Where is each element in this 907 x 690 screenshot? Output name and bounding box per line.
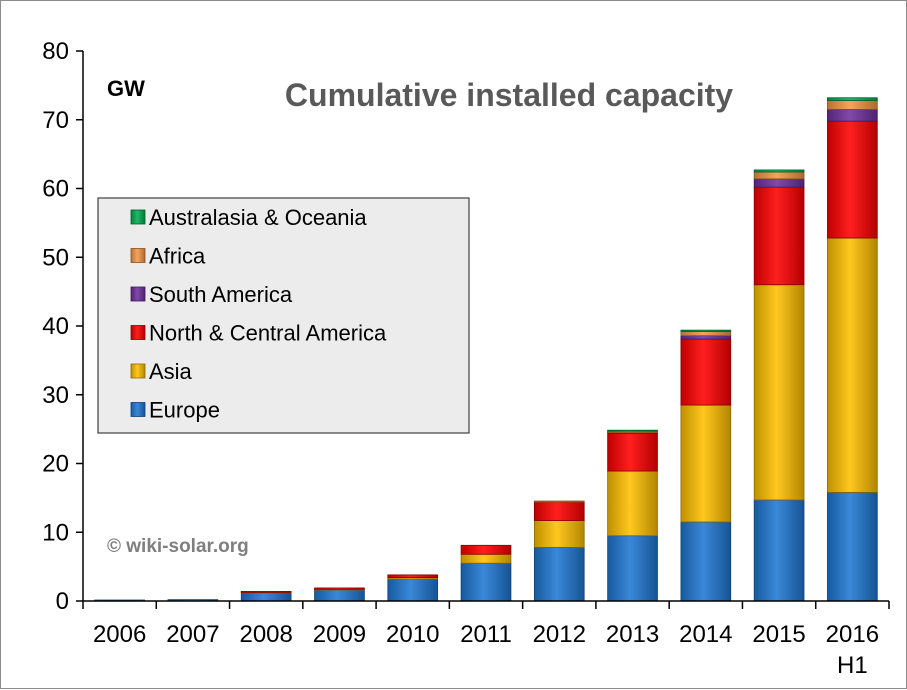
- bar-2012-europe: [533, 546, 585, 602]
- legend: Australasia & Oceania Africa South America…: [97, 197, 470, 434]
- legend-label-africa: Africa: [149, 244, 206, 269]
- y-tick-label-40: 40: [42, 313, 69, 340]
- x-tick-label-2009: 2009: [313, 621, 366, 648]
- bar-2016-h1-north-and-central-america: [827, 120, 878, 239]
- y-tick-label-20: 20: [42, 451, 69, 478]
- bar-2016-h1-australasia-and-oceania: [827, 97, 878, 101]
- legend-label-north-and-central-america: North & Central America: [149, 321, 387, 346]
- x-tick-label-2015: 2015: [752, 621, 805, 648]
- bar-2009-north-and-central-america: [314, 587, 365, 590]
- bar-2012-asia: [533, 520, 585, 548]
- legend-label-south-america: South America: [149, 282, 293, 307]
- y-tick-label-0: 0: [56, 588, 69, 615]
- bar-2010-north-and-central-america: [387, 574, 439, 579]
- x-tick-label-2014: 2014: [679, 621, 732, 648]
- bar-2014-africa: [680, 331, 732, 337]
- x-tick-label-2012: 2012: [533, 621, 586, 648]
- bar-2011-europe: [460, 562, 512, 602]
- x-tick-label-2008: 2008: [239, 621, 292, 648]
- chart-title: Cumulative installed capacity: [285, 77, 733, 113]
- bar-2013-north-and-central-america: [607, 432, 658, 472]
- legend-label-europe: Europe: [149, 398, 220, 423]
- bar-2015-asia: [753, 284, 805, 501]
- bar-2016-h1-asia: [827, 237, 878, 493]
- bar-2013-europe: [607, 535, 658, 602]
- bar-2014-north-and-central-america: [680, 338, 732, 406]
- bar-2012-north-and-central-america: [533, 501, 585, 521]
- x-tick-label-2007: 2007: [166, 621, 219, 648]
- legend-swatch-africa: [130, 248, 146, 263]
- x-tick-sublabel-2016: H1: [837, 652, 868, 679]
- bar-2011-asia: [460, 553, 512, 564]
- bar-2012-africa: [533, 500, 585, 503]
- bar-2009-europe: [314, 589, 365, 602]
- y-tick-label-10: 10: [42, 519, 69, 546]
- x-tick-label-2011: 2011: [460, 621, 512, 648]
- y-tick-label-60: 60: [42, 176, 69, 203]
- bar-2008-europe: [240, 592, 292, 602]
- x-tick-label-2010: 2010: [386, 621, 439, 648]
- bar-2011-north-and-central-america: [460, 544, 512, 555]
- bar-2010-europe: [387, 578, 439, 602]
- y-ticks: 0 10 20 30 40 50 60 70 80: [42, 38, 83, 615]
- bar-2014-europe: [680, 521, 732, 602]
- x-tick-label-2013: 2013: [606, 621, 659, 648]
- bar-2016-h1-africa: [827, 100, 878, 110]
- legend-swatch-australasia-and-oceania: [130, 209, 146, 225]
- x-tick-label-2016: 2016: [826, 621, 879, 648]
- y-tick-label-30: 30: [42, 382, 69, 409]
- bar-2015-africa: [753, 171, 805, 180]
- bar-2015-australasia-and-oceania: [753, 169, 805, 173]
- y-tick-label-70: 70: [42, 107, 69, 134]
- bar-2014-australasia-and-oceania: [680, 329, 732, 332]
- bar-2015-europe: [753, 499, 805, 602]
- legend-swatch-north-and-central-america: [130, 325, 146, 340]
- legend-swatch-south-america: [130, 286, 146, 302]
- y-tick-label-50: 50: [42, 244, 69, 271]
- bar-2015-south-america: [753, 178, 805, 188]
- bar-2014-asia: [680, 404, 732, 523]
- bar-2013-asia: [607, 470, 658, 537]
- legend-label-asia: Asia: [149, 359, 193, 384]
- legend-swatch-europe: [130, 402, 146, 417]
- legend-swatch-asia: [130, 363, 146, 379]
- bar-2008-north-and-central-america: [240, 591, 292, 593]
- credit-background: [99, 525, 297, 567]
- bar-2016-h1-south-america: [827, 109, 878, 122]
- bar-2015-north-and-central-america: [753, 186, 805, 286]
- y-tick-label-80: 80: [42, 38, 69, 65]
- bar-2014-south-america: [680, 335, 732, 340]
- legend-label-australasia-and-oceania: Australasia & Oceania: [149, 205, 367, 230]
- legend-box: [97, 197, 470, 434]
- bars-layer: [94, 97, 878, 602]
- x-tick-label-2006: 2006: [93, 621, 146, 648]
- x-ticks: 2006 2007 2008 2009 2010 2011 2012 2013 2014 2015…: [82, 601, 890, 679]
- bar-2013-australasia-and-oceania: [607, 429, 658, 432]
- credit-text: © wiki-solar.org: [107, 536, 249, 557]
- bar-2016-h1-europe: [827, 491, 878, 602]
- unit-label: GW: [107, 76, 145, 101]
